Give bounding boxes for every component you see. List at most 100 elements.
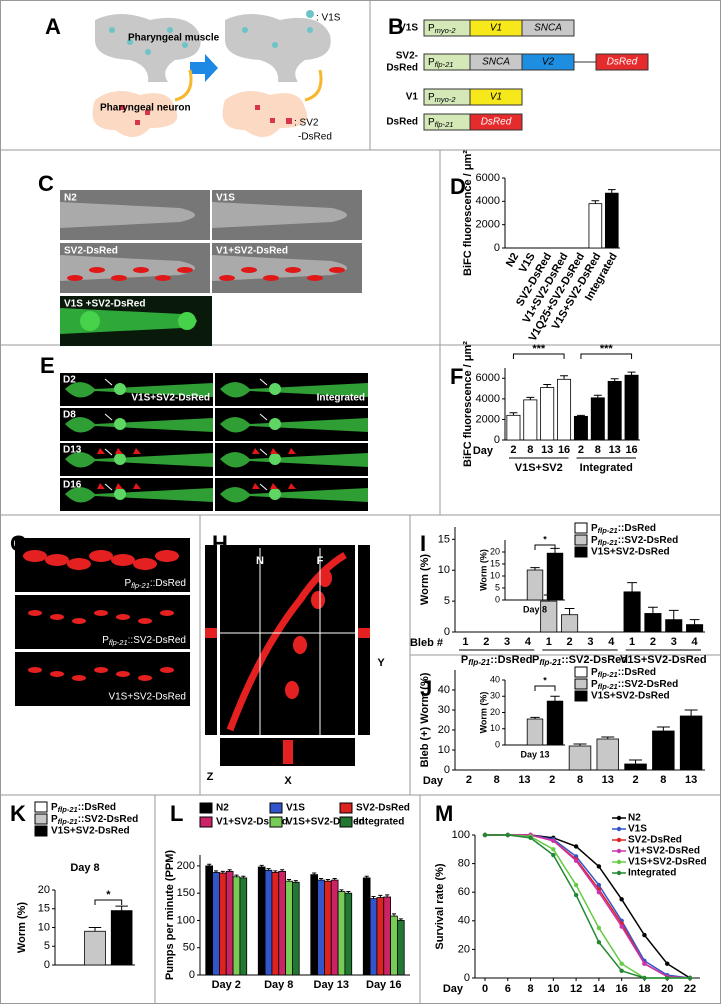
image-label: V1+SV2-DsRed — [216, 246, 288, 257]
bracket — [534, 685, 556, 691]
y-tick-label: 10 — [438, 744, 450, 756]
panel-label: M — [435, 801, 453, 826]
bar — [686, 624, 704, 633]
x-tick-label: 2 — [466, 774, 472, 786]
x-tick-label: 13 — [541, 444, 553, 456]
error-bar — [273, 870, 278, 873]
dots — [120, 105, 275, 125]
y-tick-label: 15 — [490, 558, 500, 568]
bar — [310, 874, 318, 976]
part — [521, 19, 575, 37]
marker — [573, 858, 579, 863]
x-tick-label: Day 2 — [212, 979, 241, 991]
bar — [239, 877, 248, 976]
promoter-label: Pflp-21 — [428, 117, 453, 129]
muscle — [225, 14, 331, 82]
bar — [604, 192, 619, 249]
y-tick-label: 2000 — [476, 413, 500, 425]
panel-label: C — [38, 171, 54, 196]
legend-label: Pflp-21::SV2-DsRed — [591, 535, 678, 547]
legend-label: Pflp-21::DsRed — [51, 802, 116, 814]
arrow — [104, 483, 113, 491]
group-label: Integrated — [580, 462, 633, 474]
y-tick-label: 0 — [444, 626, 450, 638]
legend-label: V1S+SV2-DsRed — [51, 826, 130, 837]
legend-label: V1S — [628, 824, 647, 835]
y-tick-label: 6000 — [476, 172, 500, 184]
marker — [573, 882, 579, 888]
red-signal — [160, 610, 174, 616]
legend-swatch — [574, 534, 588, 546]
error-bar — [391, 913, 397, 917]
red-signal — [133, 558, 157, 570]
red-marker — [252, 448, 260, 454]
y-axis-label: Bleb (+) Worm (%) — [419, 672, 431, 767]
bar — [257, 866, 266, 976]
bar — [324, 880, 332, 976]
y-tick-label: 20 — [458, 943, 470, 955]
bar — [568, 745, 592, 771]
bar — [369, 898, 378, 976]
label: Pharyngeal neuron — [100, 103, 191, 114]
worm — [60, 202, 195, 228]
strain-label: V1S+SV2-DsRed — [131, 393, 210, 404]
red-signal — [155, 550, 179, 562]
legend-label: Integrated — [356, 817, 404, 828]
x-tick-label: 3 — [504, 636, 510, 648]
error-bar — [607, 189, 616, 194]
day-label: D13 — [63, 445, 82, 456]
legend-label: SV2-DsRed — [356, 803, 410, 814]
bracket — [534, 544, 556, 550]
error-bar — [364, 875, 369, 878]
annotation: * — [543, 675, 547, 685]
bar — [264, 869, 273, 976]
y-tick-label: 0 — [495, 594, 500, 604]
bar — [285, 880, 293, 976]
legend-label: V1+SV2-DsRed — [628, 846, 700, 857]
image-label: N2 — [64, 193, 77, 204]
x-tick-label: 1 — [462, 636, 468, 648]
x-tick-label: 0 — [482, 983, 488, 995]
y-tick-label: 10 — [490, 570, 500, 580]
legend-swatch — [574, 666, 588, 678]
bar — [219, 872, 227, 976]
y-tick-label: 50 — [183, 942, 195, 954]
panel-label: E — [40, 353, 55, 378]
x-tick-label: Day 8 — [264, 979, 293, 991]
marker — [596, 890, 602, 895]
day-label: D8 — [63, 410, 76, 421]
error-bar — [684, 709, 698, 716]
marker — [596, 925, 602, 931]
legend-swatch — [269, 816, 283, 828]
marker — [665, 975, 670, 981]
bar — [546, 700, 564, 746]
marker — [642, 932, 647, 938]
bar — [607, 380, 622, 441]
worm — [220, 417, 368, 433]
legend-label: V1S+SV2-DsRed — [591, 547, 670, 558]
bar — [596, 738, 620, 771]
bracket — [580, 353, 633, 359]
error-bar — [627, 371, 636, 376]
muscle — [95, 14, 201, 82]
y-axis-label: BiFC fluorescence / μm² — [462, 150, 474, 276]
error-bar — [293, 880, 298, 883]
y-tick-label: 20 — [438, 724, 450, 736]
x-axis-label: Day — [473, 445, 494, 457]
red-signal — [285, 267, 301, 273]
part-label: V1 — [490, 23, 502, 34]
marker — [528, 835, 533, 841]
legend-swatch — [34, 825, 48, 837]
neuron — [222, 91, 308, 138]
bar — [652, 730, 675, 771]
y-axis-label: Pumps per minute (PPM) — [164, 850, 176, 981]
group-label: V1S+SV2-DsRed — [620, 654, 707, 666]
micrograph — [15, 595, 190, 649]
y-tick-label: 100 — [177, 914, 195, 926]
legend-swatch — [199, 816, 213, 828]
arrow — [259, 378, 268, 386]
y-tick-label: 40 — [438, 684, 450, 696]
y-axis-label: Worm (%) — [16, 902, 28, 953]
